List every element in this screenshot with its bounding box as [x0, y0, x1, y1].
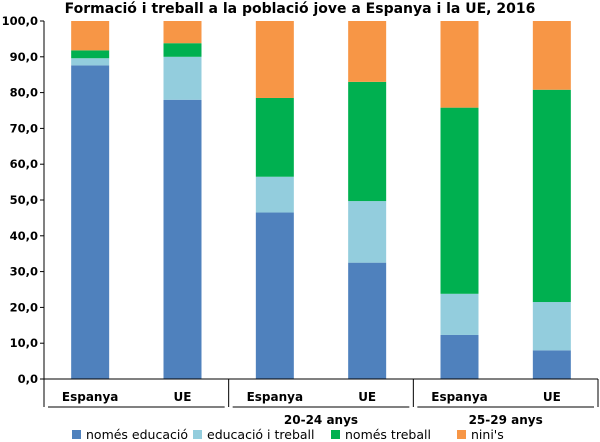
bar-segment-nom-s-educaci- — [440, 334, 479, 379]
y-tick-label: 60,0 — [10, 157, 38, 171]
legend-label: educació i treball — [207, 427, 315, 442]
bar-segment-educaci-i-treball — [532, 302, 571, 351]
bar-segment-nom-s-educaci- — [348, 262, 387, 379]
bar-segment-educaci-i-treball — [71, 58, 110, 66]
bar-segment-nom-s-treball — [440, 107, 479, 294]
bar-segment-nom-s-treball — [163, 43, 202, 57]
bar-segment-nom-s-treball — [255, 97, 294, 177]
x-category-label: UE — [543, 390, 561, 404]
legend-swatch — [72, 430, 81, 439]
bar-segment-nom-s-educaci- — [163, 99, 202, 379]
bar-segment-educaci-i-treball — [163, 56, 202, 100]
y-tick-label: 100,0 — [2, 14, 38, 28]
x-category-label: Espanya — [62, 390, 119, 404]
legend-swatch — [457, 430, 466, 439]
y-axis: 0,0 10,0 20,0 30,0 40,0 50,0 60,0 70,0 80,0 90,0 1… — [2, 14, 45, 386]
y-tick-label: 80,0 — [10, 86, 38, 100]
group-label: 20-24 anys — [284, 413, 358, 427]
bar-segment-educaci-i-treball — [348, 201, 387, 263]
y-tick-label: 90,0 — [10, 50, 38, 64]
y-tick-label: 10,0 — [10, 336, 38, 350]
group-label: 25-29 anys — [469, 413, 543, 427]
y-tick-label: 40,0 — [10, 229, 38, 243]
bar-segment-nom-s-treball — [348, 81, 387, 202]
y-tick-label: 70,0 — [10, 121, 38, 135]
bar-segment-nom-s-educaci- — [532, 350, 571, 379]
bar-segment-nom-s-educaci- — [255, 212, 294, 379]
bar-segment-nini-s — [71, 21, 110, 51]
legend-label: només educació — [86, 427, 188, 442]
legend: només educació educació i treball només tr… — [72, 427, 504, 442]
bar-segment-educaci-i-treball — [255, 176, 294, 213]
bar-segment-nom-s-treball — [532, 89, 571, 303]
legend-swatch — [193, 430, 202, 439]
y-tick-label: 30,0 — [10, 265, 38, 279]
bar-segment-nom-s-treball — [71, 50, 110, 59]
y-tick-label: 0,0 — [18, 372, 38, 386]
bar-segment-nini-s — [532, 21, 571, 90]
y-tick-label: 50,0 — [10, 193, 38, 207]
x-category-label: UE — [358, 390, 376, 404]
y-tick-label: 20,0 — [10, 300, 38, 314]
chart-title: Formació i treball a la població jove a … — [65, 1, 536, 17]
bar-segment-nini-s — [348, 21, 387, 82]
bar-segment-nini-s — [163, 21, 202, 44]
x-category-label: Espanya — [431, 390, 488, 404]
bar-segment-educaci-i-treball — [440, 293, 479, 335]
legend-swatch — [331, 430, 340, 439]
bar-segment-nini-s — [440, 21, 479, 108]
x-category-label: UE — [174, 390, 192, 404]
legend-label: només treball — [345, 427, 431, 442]
bars — [71, 21, 571, 379]
x-category-label: Espanya — [247, 390, 304, 404]
bar-segment-nom-s-educaci- — [71, 65, 110, 379]
bar-segment-nini-s — [255, 21, 294, 98]
legend-label: nini's — [471, 427, 504, 442]
